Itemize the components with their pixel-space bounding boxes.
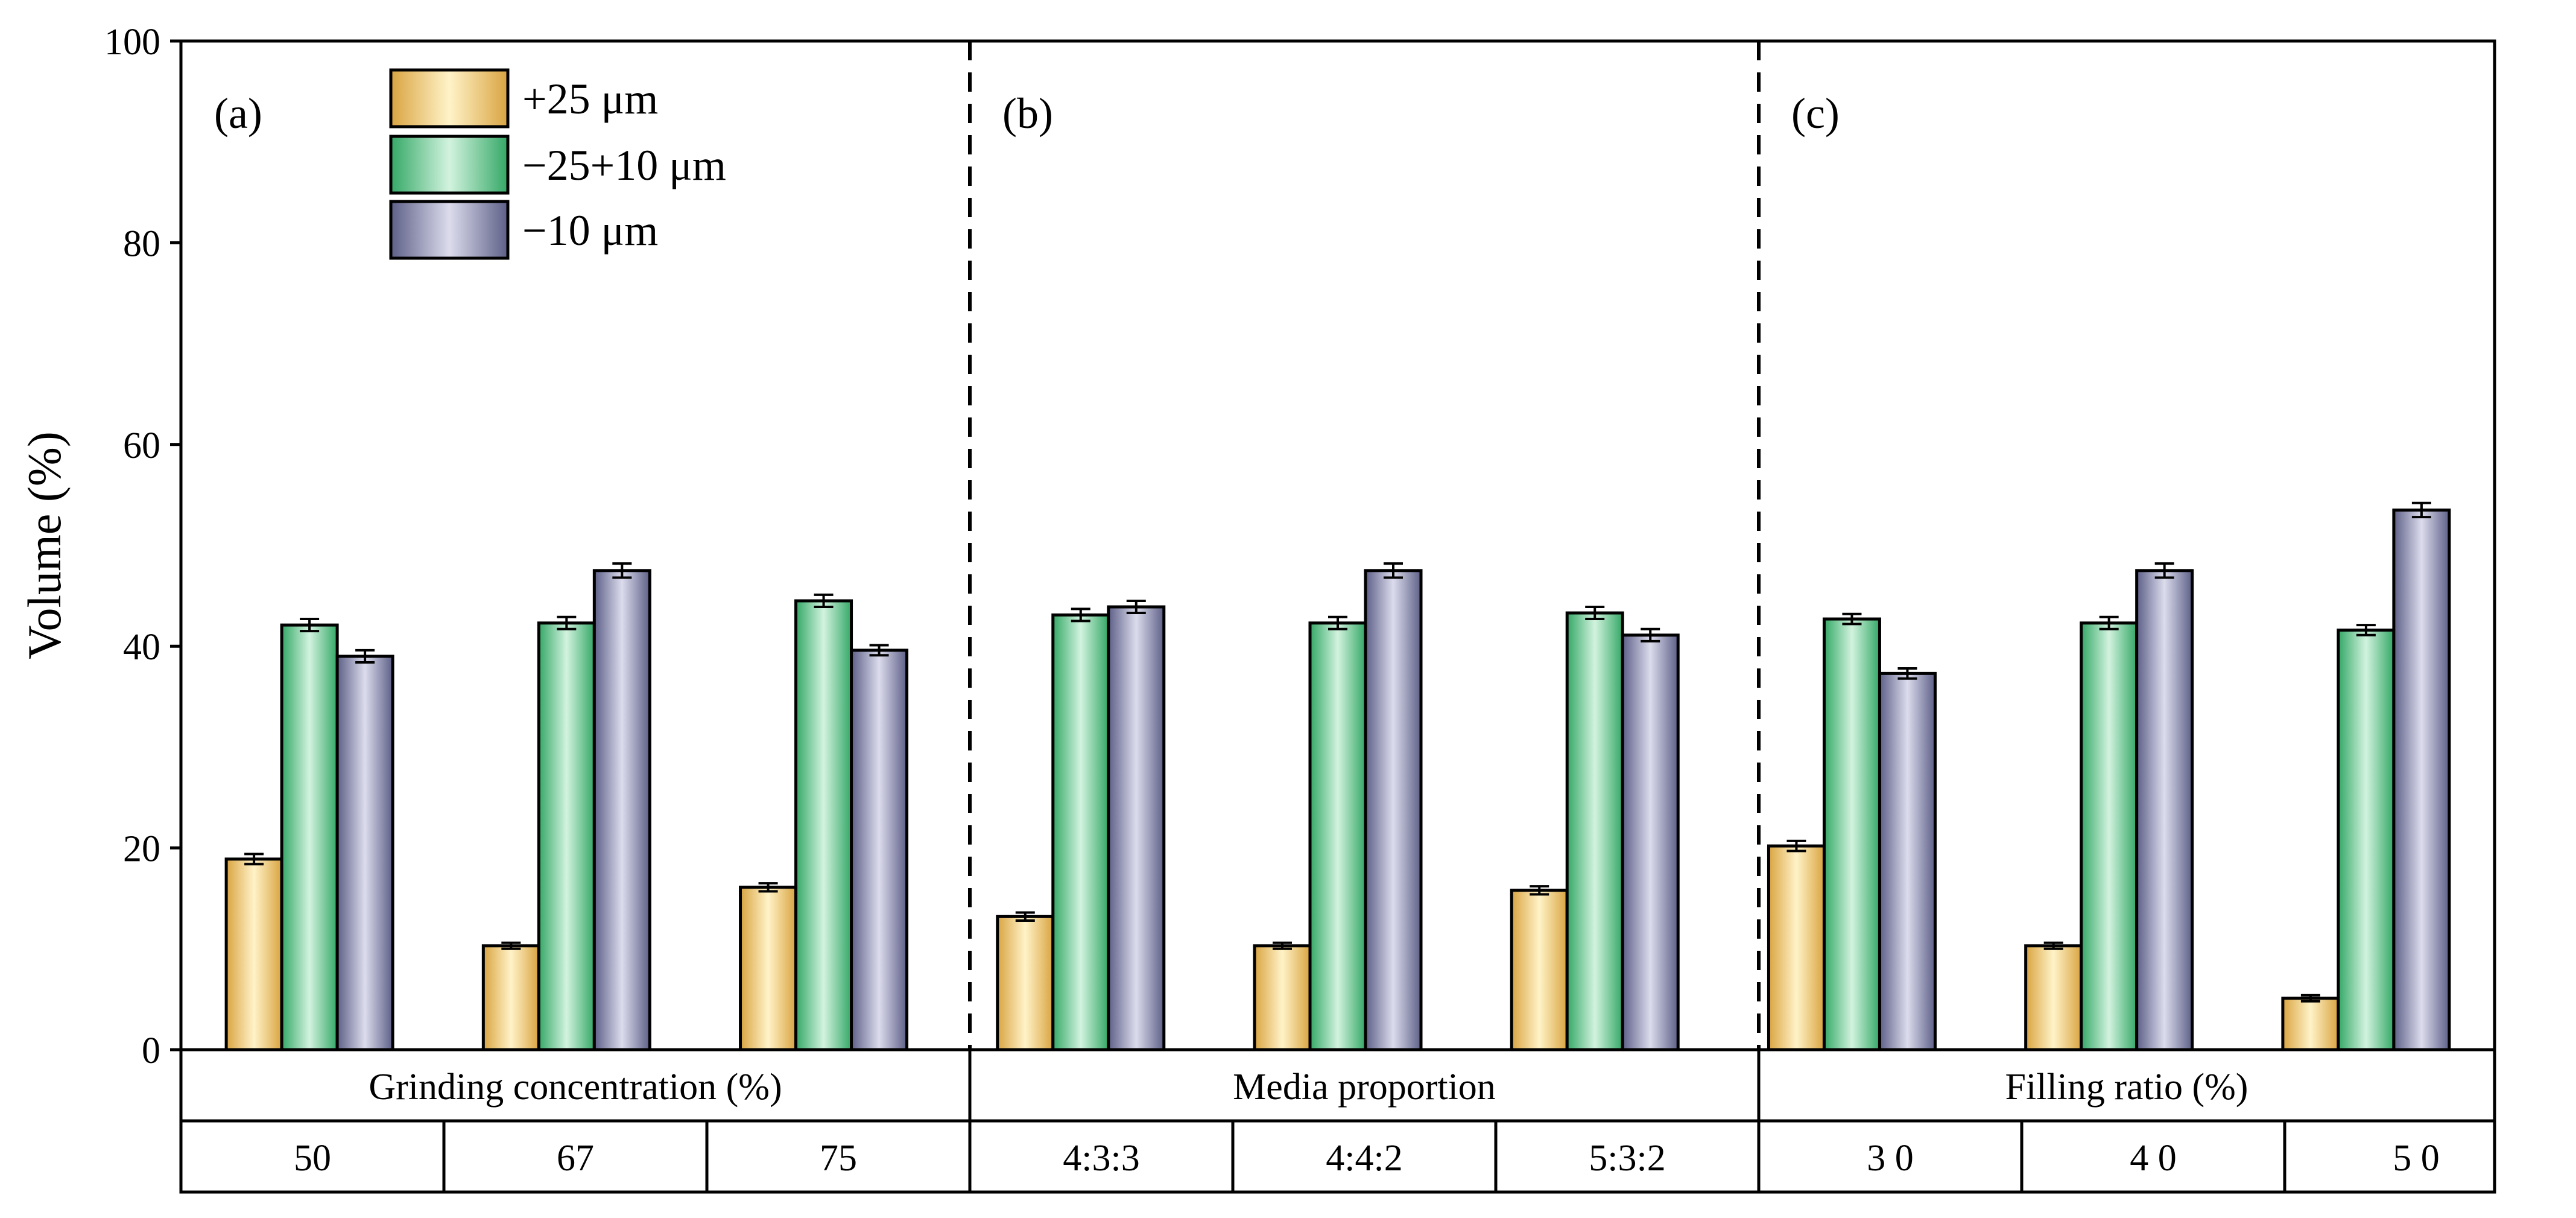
category-label-4-3-3: 4:3:3 (1063, 1138, 1139, 1179)
error-bar-p2-c0-s2 (1897, 667, 1917, 680)
bar-p2-c1-s2 (2135, 569, 2194, 1051)
group-title-grinding-concentration: Grinding concentration (%) (369, 1067, 782, 1108)
bar-p0-c2-s2 (850, 649, 909, 1051)
error-bar-p1-c1-s0 (1273, 941, 1292, 950)
bar-p1-c1-s2 (1364, 569, 1423, 1051)
error-bar-p2-c2-s1 (2356, 624, 2376, 636)
bar-p0-c0-s0 (224, 857, 283, 1051)
legend-swatch-minus10 (389, 200, 510, 260)
error-bar-p0-c2-s2 (869, 644, 889, 657)
error-bar-p0-c1-s1 (557, 615, 577, 630)
bar-p2-c0-s2 (1878, 671, 1937, 1051)
bar-p0-c0-s2 (335, 655, 394, 1051)
bar-p0-c2-s0 (739, 886, 798, 1051)
category-label-75: 75 (820, 1138, 857, 1179)
bar-p1-c1-s0 (1253, 944, 1312, 1051)
error-bar-p1-c2-s1 (1585, 605, 1605, 621)
bar-p2-c2-s1 (2337, 628, 2396, 1051)
bar-p1-c0-s1 (1051, 613, 1110, 1051)
error-bar-p0-c2-s0 (758, 882, 778, 893)
error-bar-p1-c0-s1 (1071, 607, 1090, 623)
error-bar-p1-c2-s2 (1641, 627, 1660, 642)
legend-label-plus25: +25 μm (522, 75, 658, 123)
bar-p1-c2-s0 (1510, 889, 1569, 1051)
bar-p0-c1-s1 (537, 621, 596, 1051)
error-bar-p1-c1-s1 (1328, 615, 1347, 630)
legend: +25 μm −25+10 μm −10 μm (389, 68, 726, 260)
y-tick-label-40: 40 (123, 627, 160, 668)
error-bar-p1-c1-s2 (1384, 562, 1403, 579)
error-bar-p2-c1-s2 (2154, 562, 2174, 579)
bar-p0-c1-s0 (481, 944, 540, 1051)
error-bar-p0-c1-s0 (501, 941, 521, 950)
panel-label-b: (b) (1002, 89, 1053, 138)
group-title-filling-ratio: Filling ratio (%) (2005, 1067, 2248, 1108)
y-tick-label-0: 0 (142, 1030, 160, 1071)
bar-p2-c1-s1 (2080, 621, 2139, 1051)
error-bar-p1-c2-s0 (1530, 885, 1549, 896)
y-tick-label-60: 60 (123, 425, 160, 466)
error-bar-p0-c0-s0 (244, 852, 264, 866)
bar-p1-c2-s2 (1621, 633, 1680, 1051)
bar-p1-c0-s2 (1107, 605, 1166, 1051)
error-bar-p2-c1-s1 (2099, 615, 2119, 630)
bar-p2-c1-s0 (2024, 944, 2083, 1051)
error-bar-p0-c2-s1 (814, 593, 834, 608)
category-label-4-4-2: 4:4:2 (1326, 1138, 1402, 1179)
error-bar-p2-c2-s2 (2411, 501, 2431, 519)
category-label-5-3-2: 5:3:2 (1589, 1138, 1665, 1179)
bar-p0-c0-s1 (280, 623, 339, 1051)
bar-p0-c1-s2 (592, 569, 651, 1051)
bars-layer (224, 501, 2451, 1051)
y-tick-label-20: 20 (123, 829, 160, 870)
error-bar-p0-c1-s2 (612, 562, 632, 579)
bar-p1-c2-s1 (1565, 611, 1624, 1051)
category-label-50: 50 (294, 1138, 331, 1179)
bar-p1-c1-s1 (1308, 621, 1367, 1051)
bar-p1-c0-s0 (996, 915, 1055, 1051)
bar-p2-c2-s0 (2281, 997, 2340, 1051)
panel-label-a: (a) (214, 89, 262, 138)
y-tick-label-80: 80 (123, 223, 160, 264)
panel-label-c: (c) (1791, 89, 1840, 138)
category-label-50-filling: 5 0 (2393, 1138, 2440, 1179)
error-bar-p0-c0-s2 (355, 649, 375, 664)
legend-label-minus10: −10 μm (522, 206, 658, 255)
bar-p2-c0-s0 (1767, 844, 1826, 1051)
error-bar-p1-c0-s2 (1126, 599, 1146, 615)
legend-swatch-minus25plus10 (389, 135, 510, 195)
bar-p0-c2-s1 (794, 599, 853, 1051)
error-bar-p0-c0-s1 (300, 618, 320, 633)
error-bar-p2-c0-s0 (1786, 839, 1806, 852)
y-tick-label-100: 100 (104, 22, 160, 63)
error-bar-p1-c0-s0 (1015, 911, 1035, 922)
y-axis-label: Volume (%) (18, 431, 71, 659)
error-bar-p2-c2-s0 (2300, 994, 2320, 1003)
group-title-media-proportion: Media proportion (1233, 1067, 1496, 1108)
category-label-67: 67 (557, 1138, 594, 1179)
category-label-40: 4 0 (2130, 1138, 2177, 1179)
error-bar-p2-c0-s1 (1842, 612, 1862, 626)
bar-p2-c2-s2 (2392, 508, 2451, 1051)
category-label-30: 3 0 (1867, 1138, 1914, 1179)
legend-label-minus25plus10: −25+10 μm (522, 141, 726, 189)
error-bar-p2-c1-s0 (2043, 941, 2063, 950)
legend-swatch-plus25 (389, 68, 510, 128)
y-axis-ticks: 0 20 40 60 80 100 (104, 22, 181, 1071)
bar-p2-c0-s1 (1822, 617, 1881, 1051)
